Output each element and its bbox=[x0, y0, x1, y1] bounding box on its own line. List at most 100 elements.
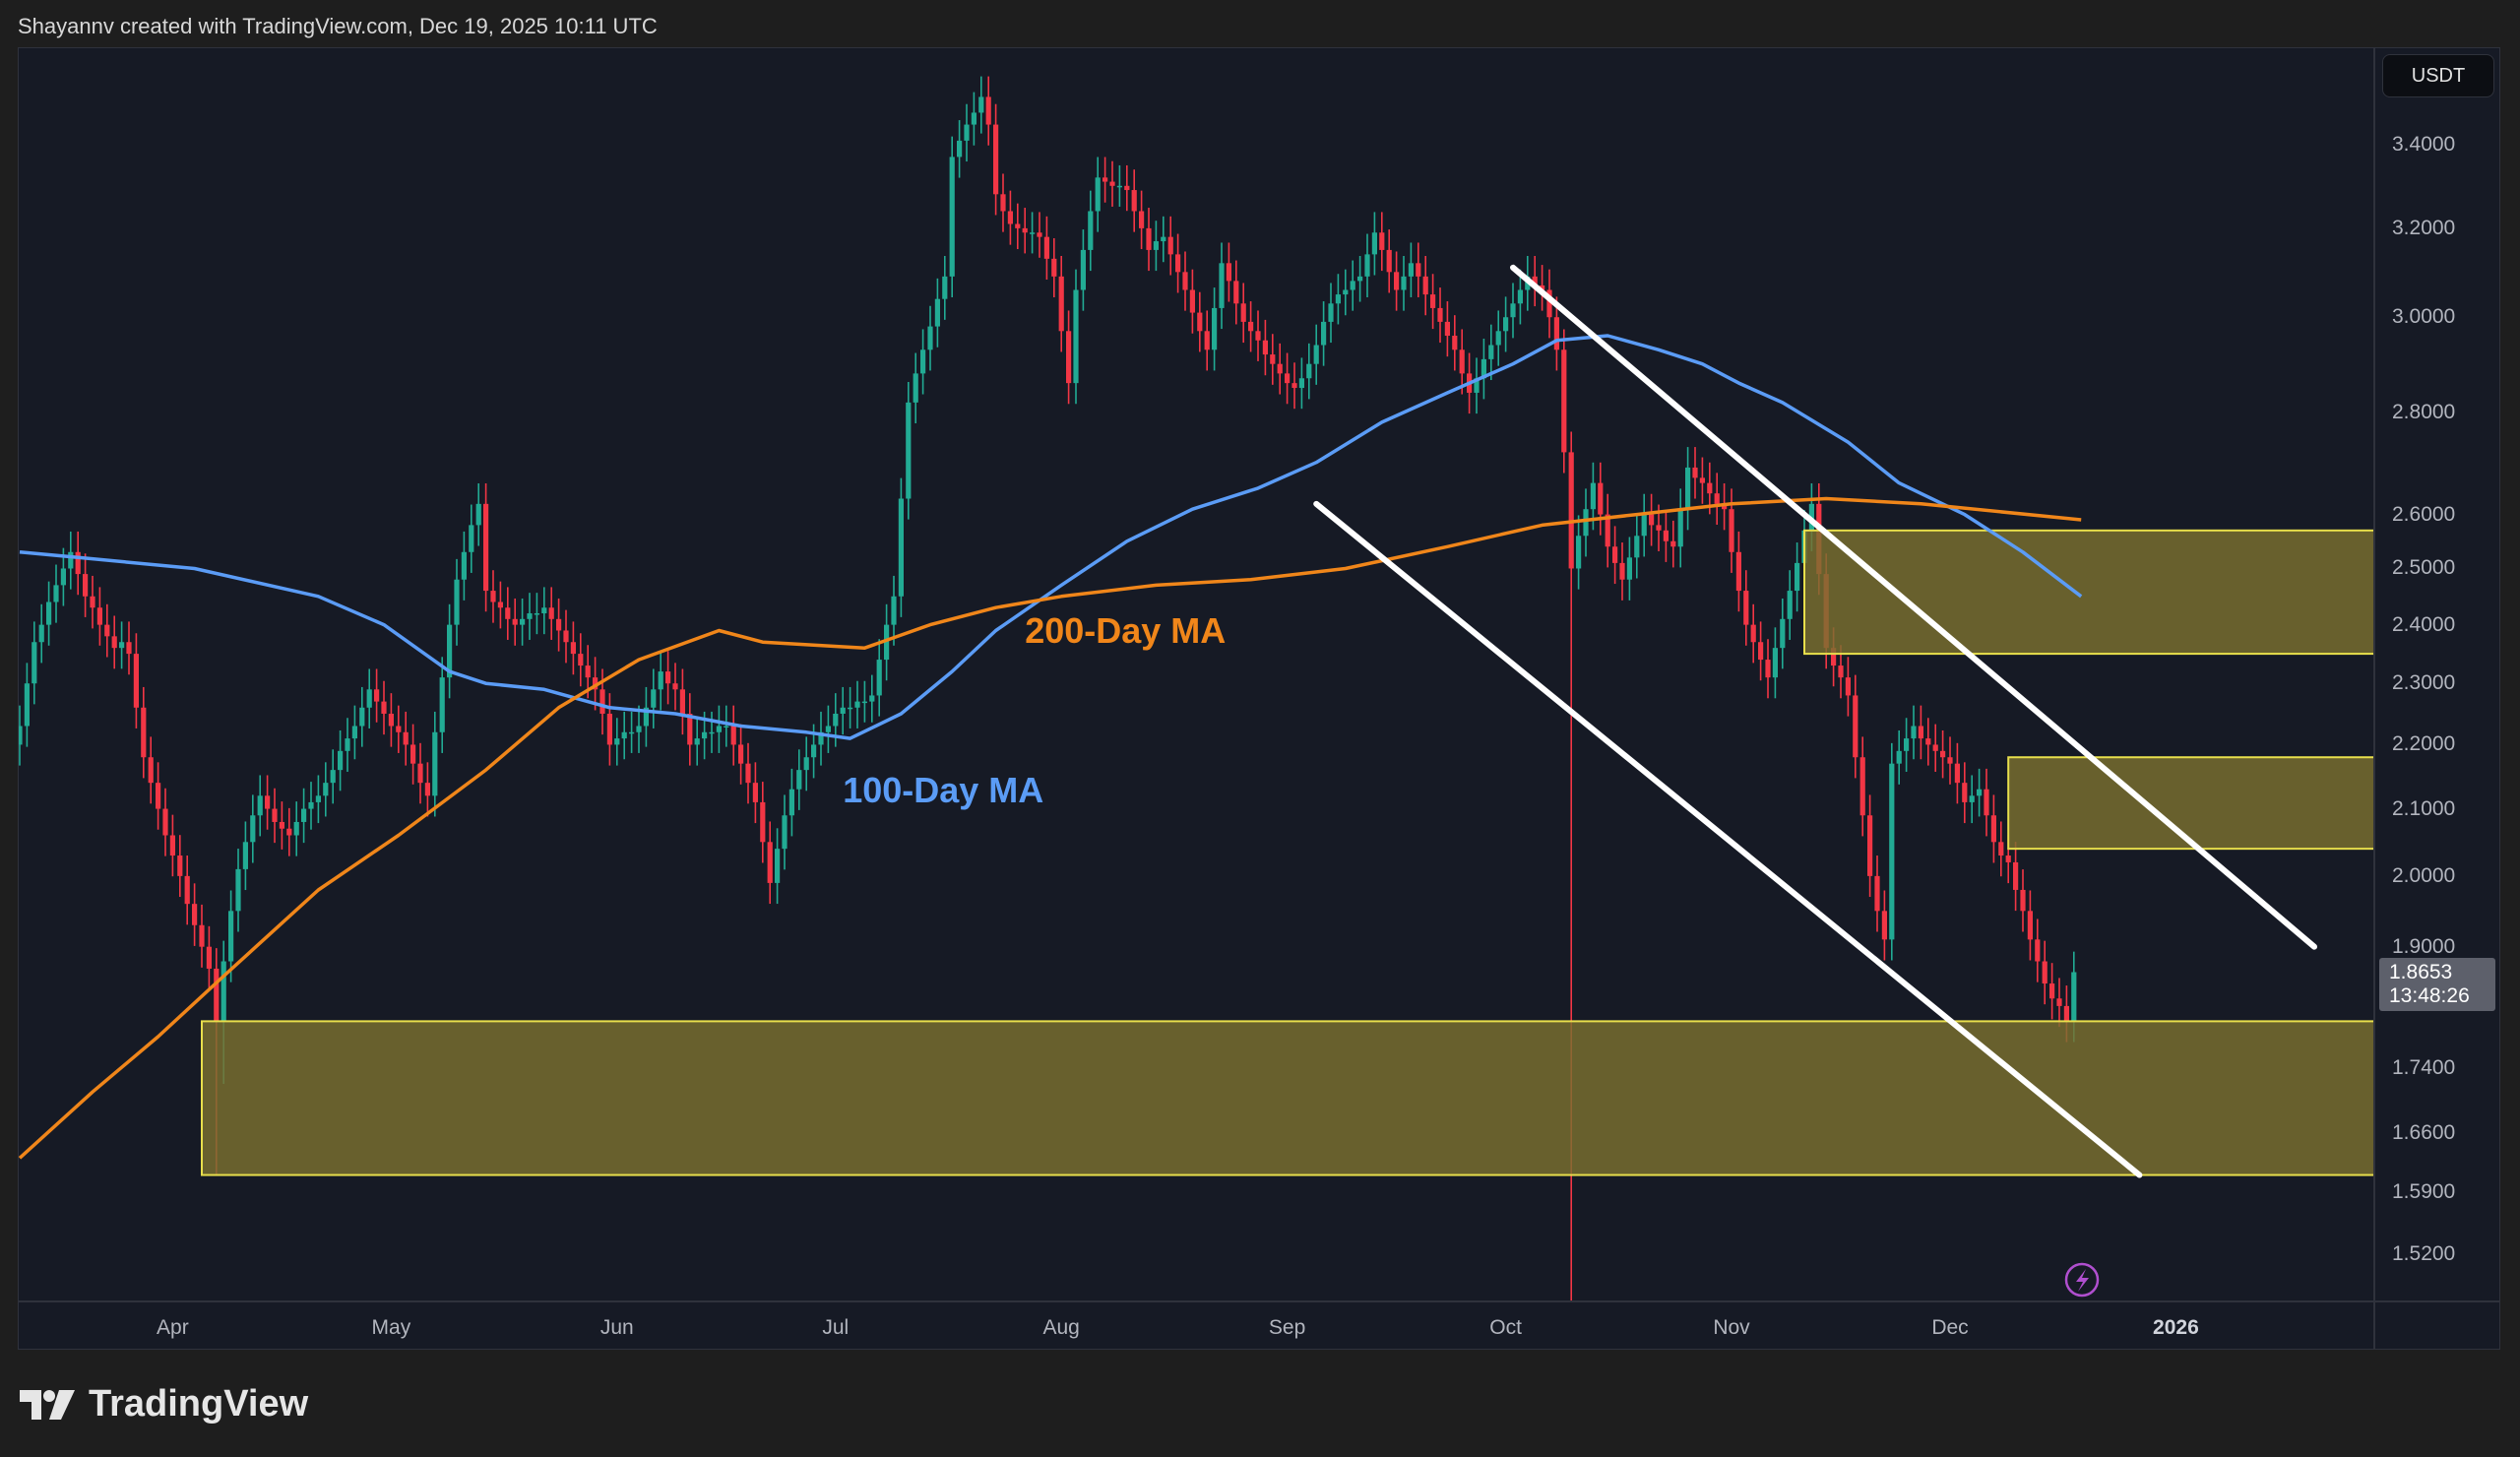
candle-body bbox=[1219, 263, 1225, 308]
candle-body bbox=[439, 677, 445, 732]
candle-body bbox=[1699, 477, 1705, 483]
candle-body bbox=[1146, 227, 1152, 250]
tradingview-logo[interactable]: TradingView bbox=[20, 1383, 308, 1425]
candle-body bbox=[1357, 276, 1363, 282]
candle-body bbox=[1379, 232, 1385, 250]
candle-body bbox=[1670, 540, 1676, 547]
candle-body bbox=[563, 630, 569, 643]
candle-body bbox=[1262, 340, 1268, 355]
candle-body bbox=[665, 671, 671, 684]
candle-body bbox=[1641, 514, 1647, 537]
candle-body bbox=[2056, 998, 2062, 1006]
candle-body bbox=[60, 568, 66, 586]
candle-body bbox=[1328, 303, 1334, 322]
candle-body bbox=[1306, 363, 1312, 379]
candle-body bbox=[599, 689, 605, 714]
candle-body bbox=[2005, 855, 2011, 862]
candle-body bbox=[1853, 695, 1858, 758]
candle-body bbox=[694, 738, 700, 745]
candle-body bbox=[162, 808, 168, 836]
candle-body bbox=[1212, 307, 1218, 350]
time-tick-label: Apr bbox=[157, 1316, 189, 1339]
price-tick-label: 3.4000 bbox=[2392, 133, 2456, 156]
candle-body bbox=[1459, 349, 1465, 374]
candle-body bbox=[578, 654, 584, 666]
candle-body bbox=[643, 707, 649, 727]
candle-body bbox=[2071, 972, 2077, 1022]
candle-body bbox=[490, 591, 496, 602]
lightning-icon[interactable] bbox=[2064, 1262, 2100, 1298]
time-tick-label: Oct bbox=[1489, 1316, 1522, 1339]
candle-body bbox=[1248, 321, 1254, 332]
attribution-text: Shayannv created with TradingView.com, D… bbox=[18, 14, 658, 38]
candle-body bbox=[745, 763, 751, 784]
candle-body bbox=[1066, 331, 1072, 384]
ma200-line bbox=[19, 496, 2082, 1160]
time-tick-label: Nov bbox=[1713, 1316, 1750, 1339]
candle-body bbox=[1859, 757, 1865, 816]
candle-body bbox=[1022, 227, 1028, 233]
candle-body bbox=[1540, 285, 1545, 290]
currency-button[interactable]: USDT bbox=[2382, 54, 2494, 97]
candle-body bbox=[1977, 789, 1983, 796]
lightning-icon-bolt bbox=[2076, 1269, 2089, 1292]
candle-body bbox=[1626, 557, 1632, 580]
trendline bbox=[1510, 264, 2317, 950]
candle-body bbox=[1161, 236, 1166, 242]
candle-body bbox=[1707, 482, 1713, 494]
candle-body bbox=[169, 835, 175, 856]
price-tick-label: 2.0000 bbox=[2392, 863, 2456, 887]
candle-body bbox=[68, 551, 74, 569]
candle-body bbox=[1619, 562, 1625, 580]
candle-body bbox=[1663, 530, 1669, 541]
candle-body bbox=[1962, 783, 1968, 802]
support-resistance-zone bbox=[1803, 529, 2374, 656]
price-tick-label: 3.0000 bbox=[2392, 305, 2456, 329]
candle-body bbox=[53, 585, 59, 602]
candle-body bbox=[906, 402, 912, 499]
candle-body bbox=[1043, 236, 1049, 259]
candle-body bbox=[614, 738, 620, 745]
candle-body bbox=[1422, 276, 1428, 295]
candle-body bbox=[1051, 258, 1057, 277]
candle-body bbox=[199, 924, 205, 947]
candle-body bbox=[111, 636, 117, 649]
candle-body bbox=[1954, 763, 1960, 784]
candle-body bbox=[818, 731, 824, 745]
candle-body bbox=[2020, 889, 2026, 912]
candle-body bbox=[469, 525, 474, 552]
candle-body bbox=[2035, 939, 2041, 962]
candle-body bbox=[1685, 467, 1691, 510]
candle-body bbox=[323, 783, 329, 796]
price-tick-label: 2.5000 bbox=[2392, 556, 2456, 580]
candle-body bbox=[1452, 336, 1458, 350]
candle-body bbox=[1598, 482, 1604, 515]
candle-body bbox=[119, 642, 125, 649]
support-resistance-zone bbox=[201, 1020, 2374, 1176]
candle-body bbox=[672, 683, 678, 690]
candle-body bbox=[184, 875, 190, 905]
time-tick-label: Dec bbox=[1931, 1316, 1969, 1339]
candle-body bbox=[308, 801, 314, 809]
candle-body bbox=[1576, 536, 1582, 569]
candle-body bbox=[2042, 961, 2048, 984]
candle-body bbox=[1480, 358, 1486, 379]
candle-body bbox=[1371, 232, 1377, 255]
candle-body bbox=[1925, 738, 1931, 745]
candle-body bbox=[235, 868, 241, 912]
candle-body bbox=[46, 602, 52, 625]
candle-body bbox=[985, 96, 991, 125]
candle-body bbox=[1474, 378, 1480, 393]
candle-body bbox=[1735, 551, 1741, 592]
candle-body bbox=[1240, 303, 1246, 322]
candle-body bbox=[1313, 345, 1319, 364]
candle-body bbox=[884, 624, 890, 661]
candle-body bbox=[1918, 726, 1923, 739]
candle-body bbox=[454, 579, 460, 625]
candle-body bbox=[752, 783, 758, 802]
candle-body bbox=[1656, 525, 1662, 531]
candle-body bbox=[1292, 383, 1297, 389]
candle-body bbox=[1030, 232, 1036, 234]
candle-body bbox=[1298, 378, 1304, 389]
